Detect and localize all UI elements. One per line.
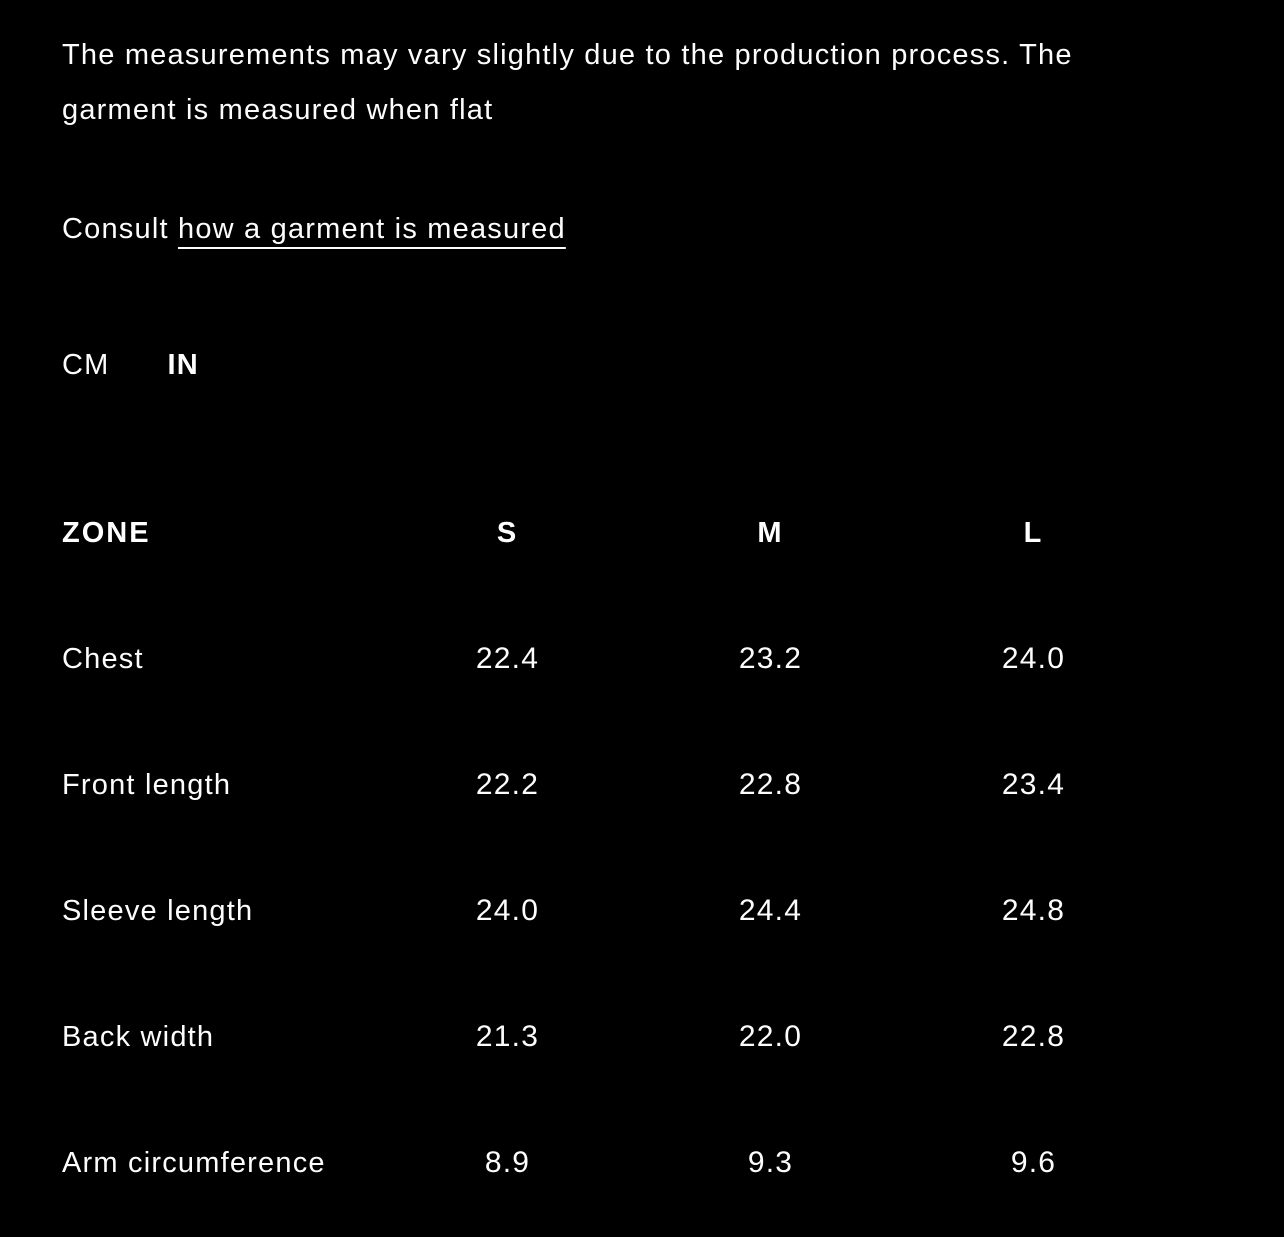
value-s: 8.9 [484,1146,531,1179]
value-l: 24.0 [1001,642,1066,675]
value-l: 9.6 [1010,1146,1057,1179]
value-l: 23.4 [1001,768,1066,801]
consult-line: Consult how a garment is measured [62,202,1222,257]
unit-cm-button[interactable]: CM [62,348,110,381]
value-m: 22.0 [738,1020,803,1053]
value-m: 9.3 [747,1146,794,1179]
value-s: 24.0 [475,894,540,927]
table-row-sleeve-length: Sleeve length 24.0 24.4 24.8 [62,848,1222,974]
table-row-front-length: Front length 22.2 22.8 23.4 [62,722,1222,848]
unit-in-button[interactable]: IN [167,348,199,381]
table-header-row: ZONE S M L [62,470,1222,596]
how-garment-measured-link[interactable]: how a garment is measured [178,213,566,245]
header-zone: ZONE [62,516,151,549]
header-size-s: S [496,516,519,549]
measurement-note: The measurements may vary slightly due t… [62,39,1073,126]
value-l: 24.8 [1001,894,1066,927]
unit-toggle: CM IN [62,347,1222,383]
size-table: ZONE S M L Chest 22.4 23.2 24.0 Front le… [62,470,1222,1226]
table-row-back-width: Back width 21.3 22.0 22.8 [62,974,1222,1100]
consult-prefix: Consult [62,213,178,245]
value-m: 22.8 [738,768,803,801]
header-size-l: L [1023,516,1044,549]
row-label: Back width [62,1020,215,1053]
value-s: 21.3 [475,1020,540,1053]
table-row-arm-circumference: Arm circumference 8.9 9.3 9.6 [62,1100,1222,1226]
value-s: 22.4 [475,642,540,675]
table-row-chest: Chest 22.4 23.2 24.0 [62,596,1222,722]
row-label: Sleeve length [62,894,254,927]
row-label: Arm circumference [62,1146,326,1179]
value-m: 23.2 [738,642,803,675]
header-size-m: M [757,516,784,549]
value-m: 24.4 [738,894,803,927]
row-label: Front length [62,768,232,801]
value-l: 22.8 [1001,1020,1066,1053]
value-s: 22.2 [475,768,540,801]
row-label: Chest [62,642,144,675]
